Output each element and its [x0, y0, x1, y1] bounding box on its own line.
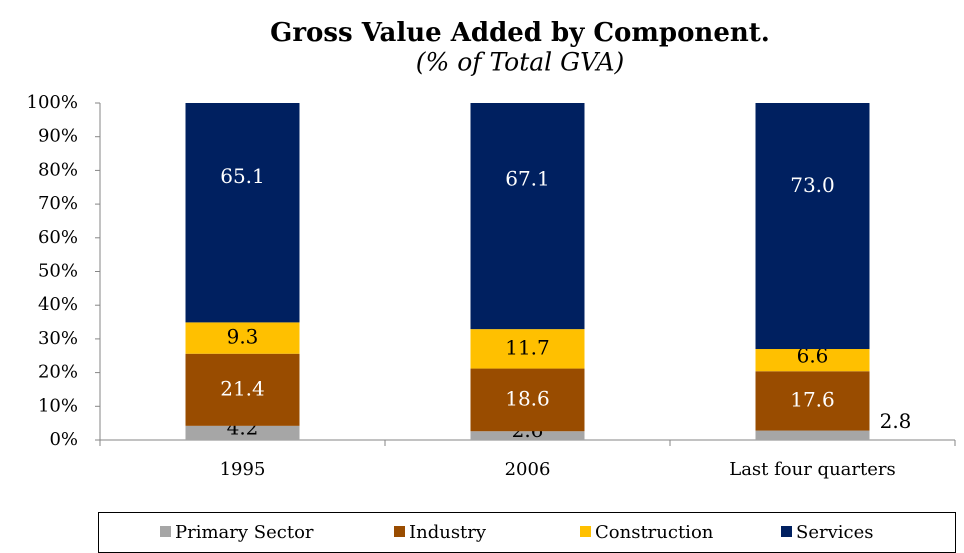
- bar-segment: [185, 425, 300, 440]
- legend-label: Industry: [409, 522, 487, 543]
- legend-label: Primary Sector: [175, 522, 314, 543]
- legend-swatch: [394, 526, 405, 537]
- y-tick-label: 40%: [38, 294, 78, 315]
- y-tick-label: 20%: [38, 362, 78, 383]
- y-tick-label: 10%: [38, 395, 78, 416]
- bar-segment: [470, 103, 585, 330]
- bar-segment: [185, 103, 300, 323]
- data-label: 73.0: [790, 173, 835, 197]
- x-tick-label: 2006: [505, 459, 551, 480]
- y-tick-label: 0%: [49, 429, 78, 450]
- legend-swatch: [781, 526, 792, 537]
- data-label: 65.1: [220, 164, 265, 188]
- y-tick-label: 80%: [38, 159, 78, 180]
- y-tick-label: 50%: [38, 261, 78, 282]
- chart-subtitle: (% of Total GVA): [416, 48, 625, 77]
- y-tick-label: 60%: [38, 227, 78, 248]
- y-tick-label: 90%: [38, 126, 78, 147]
- chart-title: Gross Value Added by Component.: [270, 18, 770, 48]
- data-label: 9.3: [227, 325, 259, 349]
- bar-segment: [185, 353, 300, 426]
- bar-segment: [185, 322, 300, 354]
- bar-segment: [755, 430, 870, 440]
- data-label: 18.6: [505, 386, 550, 410]
- legend-swatch: [580, 526, 591, 537]
- x-tick-label: 1995: [220, 459, 266, 480]
- data-label: 21.4: [220, 376, 265, 400]
- bar-segment: [755, 103, 870, 350]
- y-tick-label: 100%: [27, 92, 78, 113]
- data-label: 2.8: [880, 409, 912, 433]
- bar-segment: [755, 371, 870, 431]
- bar-segment: [470, 431, 585, 440]
- x-tick-label: Last four quarters: [729, 459, 895, 480]
- bar-segment: [470, 368, 585, 432]
- legend-box: [98, 512, 956, 553]
- legend-label: Construction: [595, 522, 714, 543]
- data-label: 11.7: [505, 335, 550, 359]
- data-label: 17.6: [790, 387, 835, 411]
- legend-label: Services: [796, 522, 873, 543]
- bar-segment: [470, 329, 585, 369]
- y-tick-label: 30%: [38, 328, 78, 349]
- legend-swatch: [160, 526, 171, 537]
- data-label: 67.1: [505, 166, 550, 190]
- y-tick-label: 70%: [38, 193, 78, 214]
- bar-segment: [755, 349, 870, 372]
